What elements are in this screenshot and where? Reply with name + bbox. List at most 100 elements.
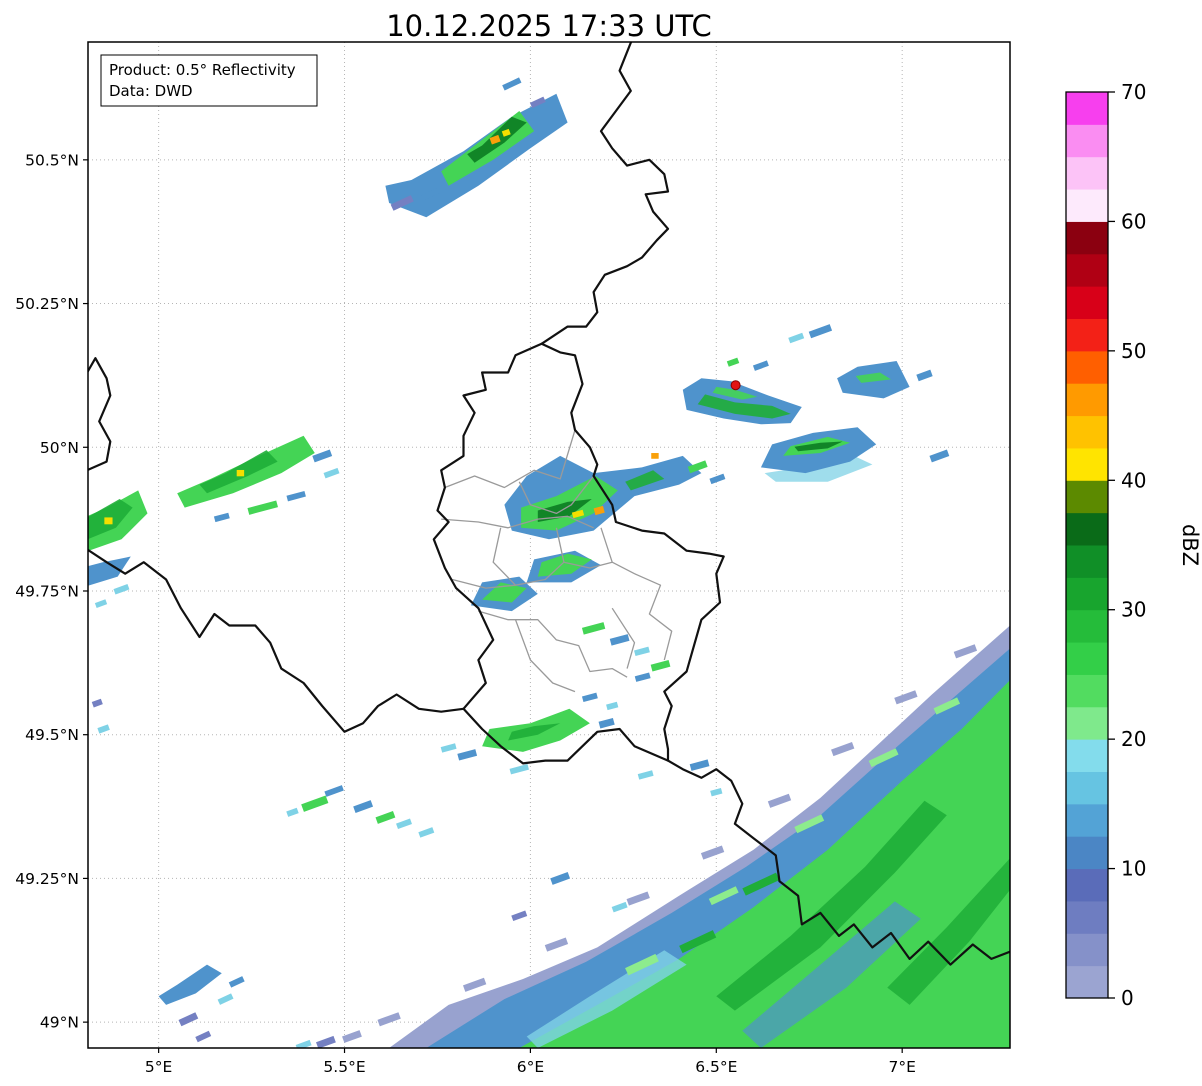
internal-border [478,610,628,678]
radar-cell [581,622,606,635]
radar-cell [808,324,833,339]
internal-border [514,619,576,693]
radar-cell [509,764,529,775]
radar-cell [511,910,528,922]
radar-cell [353,800,374,813]
radar-cell [637,770,654,780]
radar-echo-left-blue [88,556,131,586]
radar-cell [323,467,340,479]
radar-map: Product: 0.5° Reflectivity Data: DWD 5°E… [15,41,1011,1076]
radar-cell [312,449,333,463]
colorbar-segment [1066,739,1108,772]
radar-cell [788,332,805,344]
internal-border [444,429,576,489]
annotation-source: Data: DWD [109,82,193,100]
radar-cell [742,872,780,896]
radar-echo-central-right-green [625,470,665,491]
radar-echo-central-dark [537,499,592,522]
radar-cell [342,1030,362,1043]
colorbar-segment [1066,415,1108,449]
radar-cell [598,717,615,729]
country-border-france-germany [666,759,1010,966]
radar-cell [457,749,478,761]
colorbar-segment [1066,124,1108,158]
radar-cell [634,646,650,657]
radar-echo-east1-green [712,386,758,400]
radar-cell [710,787,723,797]
radar-echo-se-corner-blue [742,901,921,1048]
country-border-france-givet-salient [88,357,112,472]
colorbar-segment [1066,900,1108,934]
annotation-product: Product: 0.5° Reflectivity [109,61,296,79]
colorbar-segment [1066,771,1108,805]
colorbar-segment [1066,92,1108,125]
internal-border [611,607,636,669]
radar-cell [375,811,396,824]
radar-cell [377,1012,401,1027]
radar-cell [794,814,825,834]
country-borders-layer [88,42,1010,966]
radar-cell [217,993,234,1005]
colorbar-segment [1066,221,1108,255]
radar-cell [726,357,740,367]
radar-cell [440,743,457,753]
radar-echo-south-dark [508,723,561,741]
radar-site-marker [730,380,741,391]
y-tick-label: 49.75°N [15,582,79,600]
colorbar-tick-label: 70 [1121,80,1146,104]
radar-cell [195,1030,212,1043]
colorbar-segment [1066,933,1108,967]
radar-echo-east2-dark [794,441,843,452]
radar-cell [894,690,918,705]
radar-cell [679,930,717,954]
country-border-luxembourg [432,342,725,765]
radar-cell [94,599,108,608]
radar-cell [953,644,978,659]
colorbar-segment [1066,868,1108,902]
colorbar-segment [1066,286,1108,319]
radar-cell [236,469,245,477]
radar-cell [228,976,245,988]
colorbar-segment [1066,447,1108,481]
colorbar-segment [1066,512,1108,546]
radar-cell [650,659,671,672]
radar-echo-luxcity-green [482,582,527,603]
radar-cell [651,453,659,459]
radar-cell [502,77,522,91]
radar-cell [544,937,569,952]
colorbar-tick-label: 10 [1121,857,1146,881]
radar-echo-central-low-green [537,553,592,577]
radar-cell [831,742,855,757]
annotation-box-border [100,54,318,107]
colorbar-tick-label: 0 [1121,986,1134,1010]
colorbar-tick-label: 60 [1121,209,1146,233]
colorbar-frame [1065,91,1109,999]
radar-cell [396,818,412,830]
radar-echo-layer [88,77,1010,1048]
colorbar-segment [1066,253,1108,287]
colorbar-segment [1066,350,1108,384]
radar-cell [489,134,501,145]
internal-border [492,527,565,586]
radar-cell [316,1035,336,1048]
radar-cell [611,901,628,913]
x-tick-label: 5.5°E [323,1058,365,1076]
radar-echo-sw-small-blue [158,964,222,1005]
radar-cell [295,1039,312,1048]
colorbar-tick-label: 50 [1121,339,1146,363]
x-tick-label: 7°E [888,1058,915,1076]
radar-echo-east1-dark [697,394,791,419]
radar-cell [529,96,546,109]
radar-cell [550,871,571,885]
radar-cell [286,807,299,817]
internal-border [452,578,516,589]
y-tick-label: 49°N [40,1014,79,1032]
radar-cell [571,509,585,519]
radar-cell [593,505,605,516]
radar-cell [247,500,278,515]
radar-cell [418,827,435,838]
radar-cell [634,672,651,682]
radar-cell [929,449,950,463]
radar-echo-se-band-green [519,680,1010,1048]
internal-border [563,561,613,569]
